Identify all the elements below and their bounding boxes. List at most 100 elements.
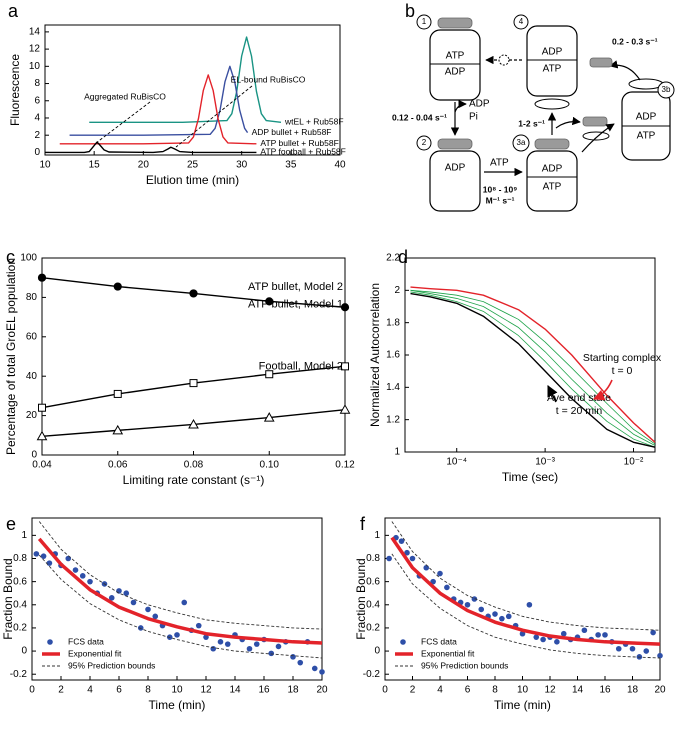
data-point bbox=[224, 641, 231, 647]
y-tick-label: 0.6 bbox=[366, 576, 380, 587]
series-line bbox=[37, 537, 323, 645]
legend-label: Exponential fit bbox=[68, 648, 122, 658]
rate-label: M⁻¹ s⁻¹ bbox=[486, 195, 515, 205]
y-tick-label: 0 bbox=[374, 646, 380, 657]
marker bbox=[339, 404, 351, 414]
legend-label: Exponential fit bbox=[421, 648, 475, 658]
data-point bbox=[65, 555, 72, 562]
data-point bbox=[554, 639, 560, 645]
y-tick-label: 80 bbox=[26, 292, 38, 303]
data-point bbox=[130, 599, 137, 606]
data-point bbox=[319, 669, 325, 675]
legend-label: 95% Prediction bounds bbox=[421, 660, 508, 670]
data-point bbox=[650, 629, 656, 636]
annotation: EL-bound RuBisCO bbox=[231, 74, 306, 84]
rate-label: 0.2 - 0.3 s⁻¹ bbox=[612, 36, 658, 46]
data-point bbox=[145, 606, 151, 613]
x-tick-label: 0.12 bbox=[335, 460, 355, 471]
data-point bbox=[268, 650, 275, 657]
node bbox=[429, 150, 481, 212]
chamber-label: ADP bbox=[636, 112, 657, 123]
y-tick-label: 0.4 bbox=[13, 599, 27, 610]
x-tick-label: 10 bbox=[171, 685, 183, 696]
marker bbox=[36, 430, 48, 441]
x-axis-label: Time (min) bbox=[494, 698, 551, 712]
series-line bbox=[391, 521, 661, 631]
y-axis-label: Fluorescence bbox=[8, 54, 22, 126]
legend-swatch bbox=[47, 639, 53, 645]
node bbox=[526, 25, 578, 97]
chamber-label: ADP bbox=[542, 164, 563, 175]
node-id: 4 bbox=[519, 17, 524, 26]
panel-label: d bbox=[398, 247, 408, 267]
node-badge bbox=[657, 81, 675, 99]
x-tick-label: 10 bbox=[39, 160, 51, 171]
x-axis-label: Limiting rate constant (s⁻¹) bbox=[123, 473, 265, 487]
y-tick-label: 0.2 bbox=[13, 623, 27, 634]
marker bbox=[263, 412, 275, 422]
data-point bbox=[311, 665, 318, 672]
panel-label: e bbox=[6, 514, 16, 534]
x-tick-label: 0 bbox=[382, 685, 388, 696]
data-point bbox=[526, 601, 533, 608]
series-label: ATP football + Rub58F bbox=[260, 147, 345, 157]
lid bbox=[589, 57, 613, 68]
data-point bbox=[297, 659, 304, 666]
rate-label: 0.12 - 0.04 s⁻¹ bbox=[392, 112, 447, 122]
panel-label: a bbox=[8, 1, 19, 21]
y-tick-label: 100 bbox=[20, 253, 37, 264]
series-line bbox=[89, 36, 282, 123]
y-tick-label: 6 bbox=[34, 95, 40, 106]
data-point bbox=[423, 564, 430, 571]
y-tick-label: 0 bbox=[21, 646, 27, 657]
x-tick-label: 0 bbox=[29, 685, 35, 696]
data-point bbox=[533, 634, 540, 640]
y-axis-label: Fraction Bound bbox=[354, 558, 368, 639]
chamber-label: ADP bbox=[445, 163, 466, 174]
x-tick-label: 25 bbox=[187, 160, 199, 171]
x-tick-label: 40 bbox=[334, 160, 346, 171]
series-line bbox=[69, 65, 249, 136]
x-tick-label: 18 bbox=[627, 685, 639, 696]
x-tick-label: 4 bbox=[87, 685, 93, 696]
annotation-pointer bbox=[547, 384, 558, 403]
legend-swatch bbox=[400, 639, 406, 645]
data-point bbox=[404, 549, 410, 556]
chamber-label: ATP bbox=[446, 51, 465, 62]
data-point bbox=[116, 588, 122, 594]
marker bbox=[38, 403, 46, 412]
x-tick-label: 6 bbox=[116, 685, 122, 696]
x-tick-label: 18 bbox=[287, 685, 299, 696]
data-point bbox=[203, 634, 209, 640]
node-badge bbox=[512, 134, 530, 152]
node bbox=[526, 150, 578, 212]
data-point bbox=[581, 627, 588, 634]
data-point bbox=[123, 590, 130, 597]
diagram-b: b 1 ATP ADP 2 ADP 3a ADP ATP 3b ADP ATP bbox=[392, 1, 675, 212]
data-point bbox=[33, 551, 40, 557]
y-tick-label: 0.8 bbox=[13, 553, 27, 564]
node-id: 2 bbox=[422, 138, 427, 147]
node-badge bbox=[416, 14, 432, 30]
data-point bbox=[152, 613, 159, 620]
y-tick-label: 0.2 bbox=[366, 623, 380, 634]
x-tick-label: 6 bbox=[465, 685, 471, 696]
node bbox=[429, 29, 481, 101]
y-tick-label: 2 bbox=[394, 285, 400, 296]
data-point bbox=[290, 654, 296, 660]
node-id: 3b bbox=[662, 85, 671, 94]
annotation: Starting complex bbox=[583, 352, 662, 364]
x-tick-label: 16 bbox=[599, 685, 611, 696]
x-tick-label: 10⁻² bbox=[624, 457, 644, 468]
y-tick-label: 10 bbox=[29, 61, 41, 72]
chamber-label: ADP bbox=[542, 47, 563, 58]
annotation-pointer bbox=[175, 85, 253, 148]
data-point bbox=[505, 613, 512, 620]
panel-label: b bbox=[405, 1, 415, 21]
data-point bbox=[478, 606, 485, 613]
y-tick-label: 1 bbox=[374, 530, 380, 541]
x-tick-label: 0.08 bbox=[184, 460, 204, 471]
marker bbox=[341, 362, 349, 371]
panel-label: f bbox=[360, 514, 366, 534]
